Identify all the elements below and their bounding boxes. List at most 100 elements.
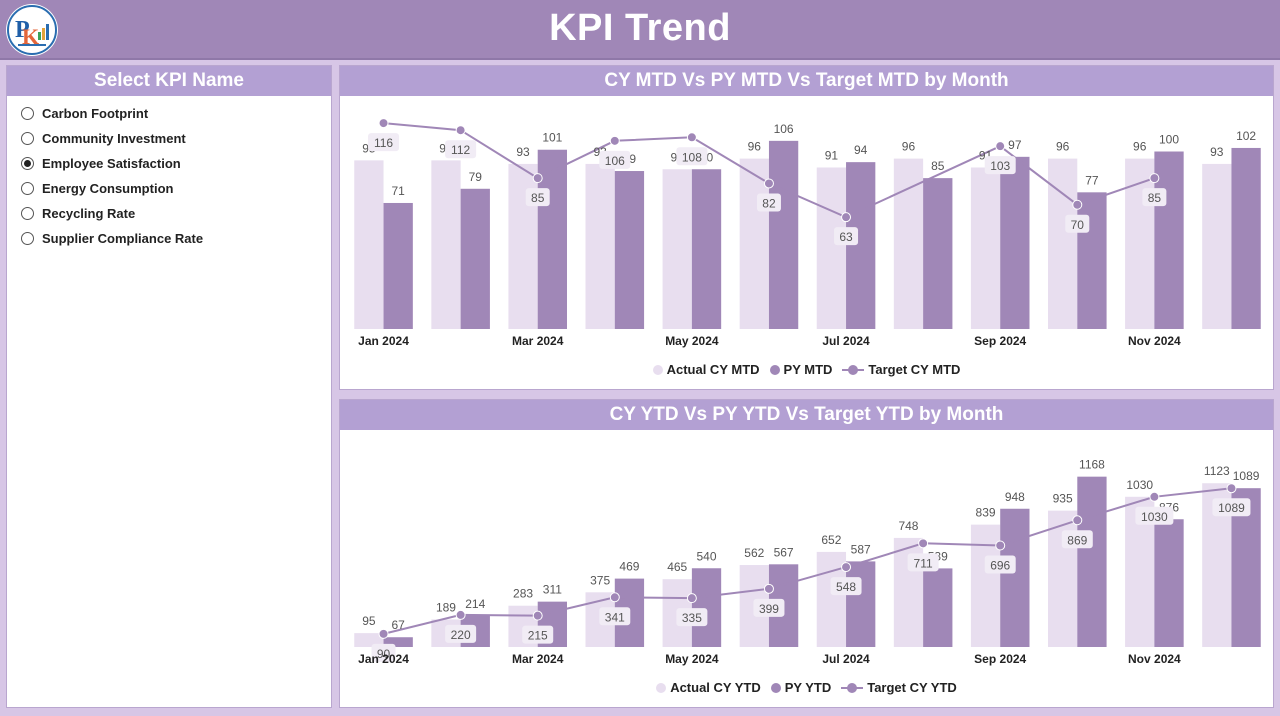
target-point: [763, 178, 774, 189]
kpi-option-energy-consumption[interactable]: Energy Consumption: [7, 176, 331, 201]
data-label-actual: 375: [590, 573, 610, 587]
bar-py: [614, 171, 645, 329]
data-label-py: 311: [543, 583, 562, 597]
bar-py: [691, 169, 722, 329]
mtd-chart[interactable]: 9571957993101938990909610691949685919796…: [340, 96, 1273, 360]
target-label-text: 116: [374, 136, 393, 150]
kpi-option-carbon-footprint[interactable]: Carbon Footprint: [7, 101, 331, 126]
target-point: [609, 592, 620, 603]
bar-py: [537, 149, 567, 329]
legend-item-actual[interactable]: Actual CY MTD: [652, 362, 760, 377]
data-label-actual: 748: [898, 519, 918, 533]
legend-item-actual[interactable]: Actual CY YTD: [656, 680, 761, 695]
legend-item-target[interactable]: Target CY YTD: [841, 680, 957, 695]
target-label: 215: [522, 625, 554, 644]
kpi-option-supplier-compliance-rate[interactable]: Supplier Compliance Rate: [7, 226, 331, 251]
mtd-chart-title: CY MTD Vs PY MTD Vs Target MTD by Month: [340, 66, 1273, 96]
target-point: [1226, 483, 1237, 494]
target-label-text: 85: [1148, 191, 1162, 205]
data-label-py: 587: [851, 542, 871, 556]
legend-dot-icon: [656, 682, 667, 693]
kpi-option-recycling-rate[interactable]: Recycling Rate: [7, 201, 331, 226]
target-point: [686, 132, 697, 143]
target-label-text: 220: [451, 628, 471, 642]
ytd-chart-title: CY YTD Vs PY YTD Vs Target YTD by Month: [340, 400, 1273, 430]
target-label: 103: [984, 156, 1016, 175]
target-label-box: [984, 555, 1016, 574]
kpi-option-label: Carbon Footprint: [42, 106, 149, 121]
target-label-text: 103: [990, 159, 1010, 173]
bar-py: [1231, 147, 1261, 329]
target-point: [1149, 173, 1160, 184]
bar-actual: [585, 163, 615, 329]
data-label-actual: 96: [1133, 140, 1147, 154]
data-label-actual: 96: [1056, 140, 1070, 154]
data-label-py: 1089: [1233, 469, 1260, 483]
target-label-box: [371, 643, 396, 662]
data-label-actual: 93: [516, 145, 530, 159]
radio-button[interactable]: [21, 132, 34, 145]
data-label-actual: 95: [362, 614, 376, 628]
legend-item-target[interactable]: Target CY MTD: [842, 362, 960, 377]
kpi-option-community-investment[interactable]: Community Investment: [7, 126, 331, 151]
data-label-py: 106: [774, 122, 794, 136]
kpi-option-label: Employee Satisfaction: [42, 156, 181, 171]
target-point: [1072, 199, 1083, 210]
target-label-text: 63: [839, 230, 853, 244]
kpi-option-list: Carbon Footprint Community Investment Em…: [7, 96, 331, 251]
target-label-box: [522, 625, 554, 644]
target-label: 335: [676, 608, 708, 627]
radio-button[interactable]: [21, 107, 34, 120]
x-tick-label: Jul 2024: [822, 652, 870, 666]
target-label-box: [1212, 498, 1251, 517]
slicer-title: Select KPI Name: [7, 66, 331, 96]
target-point: [995, 540, 1006, 551]
target-label-text: 108: [682, 150, 702, 164]
target-label-box: [676, 147, 708, 166]
target-point: [455, 125, 466, 136]
x-tick-label: Mar 2024: [512, 334, 564, 348]
radio-button[interactable]: [21, 232, 34, 245]
kpi-option-employee-satisfaction[interactable]: Employee Satisfaction: [7, 151, 331, 176]
bar-py: [1000, 508, 1030, 647]
target-point: [378, 118, 389, 129]
bar-actual: [970, 524, 1001, 647]
legend-item-py[interactable]: PY YTD: [770, 680, 831, 695]
radio-button-selected[interactable]: [21, 157, 34, 170]
target-label: 116: [368, 133, 400, 152]
ytd-legend: Actual CY YTD PY YTD Target CY YTD: [340, 680, 1273, 695]
ytd-chart[interactable]: 95 67 189 214 283 311 375 469 465 540 562 567 652 587…: [340, 430, 1273, 678]
target-label-box: [525, 188, 550, 207]
target-label: 548: [830, 577, 862, 596]
target-label-text: 215: [528, 629, 548, 643]
data-label-py: 567: [774, 545, 794, 559]
data-label-py: 67: [392, 618, 406, 632]
target-label: 70: [1065, 214, 1090, 233]
target-label-text: 90: [377, 647, 391, 661]
target-label-text: 70: [1071, 218, 1085, 232]
bar-actual: [1048, 158, 1078, 329]
x-tick-label: Sep 2024: [974, 334, 1026, 348]
bar-actual: [431, 160, 461, 329]
data-label-actual: 283: [513, 587, 533, 601]
target-label: 85: [525, 188, 550, 207]
data-label-actual: 96: [902, 140, 916, 154]
x-tick-label: Sep 2024: [974, 652, 1026, 666]
bar-py: [1154, 151, 1184, 329]
radio-button[interactable]: [21, 207, 34, 220]
bar-py: [1154, 519, 1184, 647]
x-tick-label: May 2024: [665, 652, 719, 666]
legend-label: Target CY MTD: [868, 362, 961, 377]
target-label-box: [368, 133, 400, 152]
target-label-box: [445, 140, 477, 159]
bar-actual: [893, 158, 924, 329]
data-label-py: 1168: [1079, 458, 1105, 472]
radio-button[interactable]: [21, 182, 34, 195]
bar-py: [768, 140, 799, 329]
legend-item-py[interactable]: PY MTD: [769, 362, 832, 377]
target-label-text: 82: [762, 196, 776, 210]
data-label-py: 214: [465, 597, 485, 611]
svg-text:P: P: [15, 17, 30, 43]
target-label: 711: [907, 553, 939, 572]
bar-actual: [662, 169, 692, 329]
